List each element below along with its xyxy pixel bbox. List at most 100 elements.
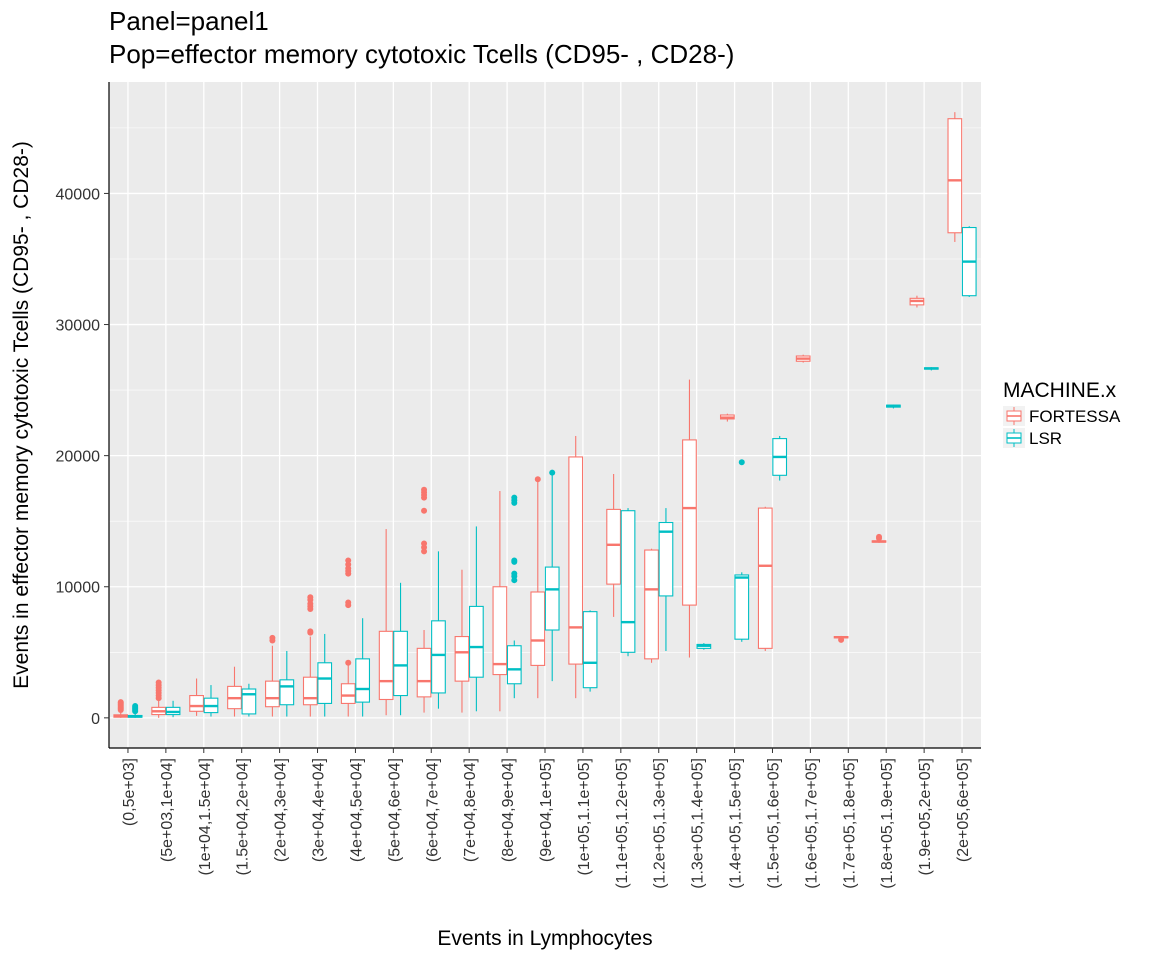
outlier-point (421, 486, 428, 493)
legend-keys: FORTESSA LSR (1003, 406, 1121, 448)
box-lsr (961, 226, 977, 298)
box-lsr (658, 508, 674, 651)
box-rect (568, 456, 584, 665)
legend: MACHINE.x FORTESSA LSR (1003, 379, 1121, 448)
box-rect (606, 508, 621, 585)
outlier-point (876, 533, 883, 540)
box-rect (279, 679, 295, 706)
x-tick-label: (1.5e+04,2e+04] (235, 758, 252, 875)
box-rect (492, 586, 508, 676)
x-tick-label: (1.3e+05,1.4e+05] (690, 758, 707, 889)
box-rect (530, 591, 546, 666)
outlier-point (534, 476, 541, 483)
box-lsr (620, 508, 636, 657)
x-tick-label: (1.8e+05,1.9e+05] (879, 758, 896, 889)
box-fortessa (909, 295, 925, 308)
box-fortessa (871, 533, 887, 543)
box-layer (113, 112, 977, 718)
box-fortessa (719, 413, 735, 422)
box-rect (454, 636, 470, 682)
box-rect (393, 630, 408, 697)
box-fortessa (833, 635, 849, 643)
box-fortessa (151, 679, 167, 718)
outlier-point (269, 634, 276, 641)
y-tick-label: 10000 (56, 580, 101, 597)
box-lsr (734, 459, 750, 642)
outlier-point (511, 494, 518, 501)
box-lsr (127, 703, 143, 718)
box-lsr (923, 367, 939, 371)
x-tick-label: (4e+04,5e+04] (348, 758, 365, 862)
x-tick-label: (0,5e+03] (121, 758, 138, 826)
x-tick-label: (1.2e+05,1.3e+05] (652, 758, 669, 889)
chart-subtitle: Pop=effector memory cytotoxic Tcells (CD… (109, 39, 735, 69)
box-rect (582, 611, 598, 689)
y-tick-label: 20000 (56, 449, 101, 466)
box-fortessa (302, 594, 318, 717)
y-tick-label: 0 (91, 711, 100, 728)
box-rect (189, 695, 204, 712)
x-tick-label: (1e+05,1.1e+05] (576, 758, 593, 875)
box-rect (757, 507, 773, 649)
outlier-point (117, 699, 124, 706)
x-tick-label: (1.6e+05,1.7e+05] (803, 758, 820, 889)
outlier-point (511, 557, 518, 564)
outlier-point (132, 703, 139, 710)
box-fortessa (757, 506, 773, 651)
box-rect (302, 676, 318, 706)
box-lsr (696, 643, 712, 650)
outlier-point (345, 599, 352, 606)
legend-key-fortessa: FORTESSA (1003, 406, 1121, 426)
box-rect (416, 647, 432, 698)
box-rect (469, 605, 484, 678)
box-rect (658, 521, 674, 597)
box-rect (620, 510, 636, 653)
x-tick-label: (2e+04,3e+04] (273, 758, 290, 862)
box-fortessa (644, 548, 659, 663)
x-tick-label: (1.1e+05,1.2e+05] (614, 758, 631, 889)
legend-label: FORTESSA (1029, 407, 1121, 426)
box-rect (378, 630, 394, 701)
x-tick-label: (6e+04,7e+04] (424, 758, 441, 862)
x-tick-label: (3e+04,4e+04] (311, 758, 328, 862)
box-rect (644, 549, 659, 660)
box-lsr (241, 683, 257, 717)
box-lsr (544, 469, 560, 682)
outlier-point (511, 570, 518, 577)
box-rect (544, 566, 560, 631)
y-tick-label: 30000 (56, 318, 101, 335)
legend-title: MACHINE.x (1003, 379, 1117, 402)
outlier-point (155, 679, 162, 686)
box-fortessa (530, 476, 546, 699)
box-rect (317, 662, 333, 704)
y-axis-ticks: 0 10000 20000 30000 40000 (56, 186, 109, 728)
box-lsr (886, 404, 901, 409)
box-lsr (203, 685, 219, 717)
box-lsr (772, 435, 788, 481)
box-fortessa (227, 666, 242, 717)
box-fortessa (795, 354, 811, 363)
outlier-point (307, 594, 314, 601)
box-fortessa (492, 491, 508, 712)
box-fortessa (568, 435, 584, 699)
box-rect (431, 620, 446, 694)
x-tick-label: (8e+04,9e+04] (500, 758, 517, 862)
box-fortessa (416, 486, 432, 713)
box-fortessa (265, 634, 280, 717)
box-lsr (582, 610, 598, 692)
box-lsr (165, 700, 181, 718)
x-tick-label: (2e+05,6e+05] (955, 758, 972, 862)
x-tick-label: (5e+03,1e+04] (159, 758, 176, 862)
box-fortessa (606, 473, 621, 617)
x-tick-label: (1.7e+05,1.8e+05] (841, 758, 858, 889)
legend-key-lsr: LSR (1003, 428, 1062, 448)
x-axis-title: Events in Lymphocytes (437, 927, 652, 950)
legend-label: LSR (1029, 429, 1062, 448)
x-tick-label: (1.9e+05,2e+05] (917, 758, 934, 875)
y-tick-label: 40000 (56, 186, 101, 203)
x-tick-label: (1.5e+05,1.6e+05] (765, 758, 782, 889)
box-rect (241, 688, 257, 715)
box-fortessa (378, 529, 394, 716)
x-tick-label: (5e+04,6e+04] (386, 758, 403, 862)
